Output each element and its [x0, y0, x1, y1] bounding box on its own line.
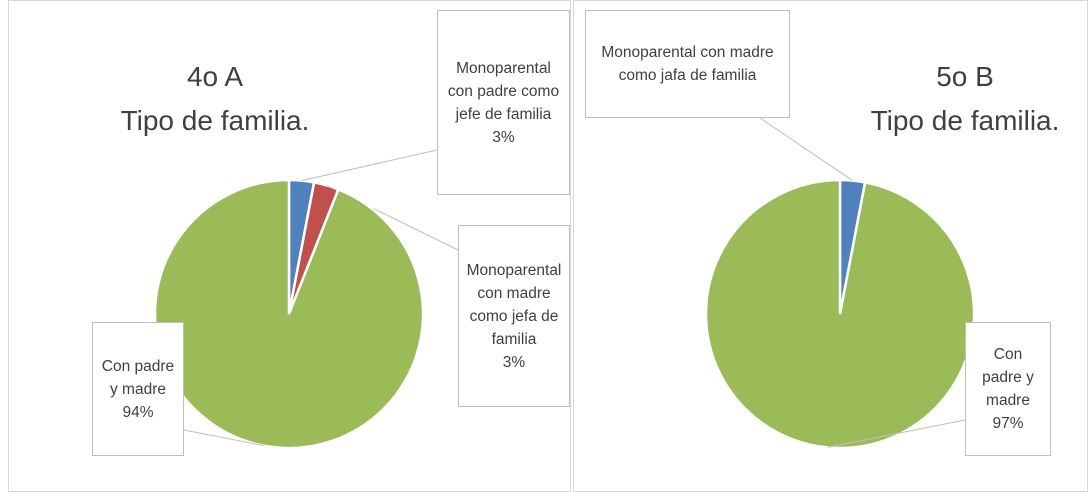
leader-line	[827, 419, 966, 448]
pie-slice	[153, 178, 425, 450]
label-value: 97%	[992, 415, 1024, 432]
label-name: Monoparental con padre como jefe de fami…	[447, 59, 560, 123]
data-label: Con padre y madre 97%	[965, 322, 1051, 456]
label-name: Monoparental con madre como jafa de fami…	[601, 44, 774, 84]
data-label: Monoparental con madre como jafa de fami…	[585, 10, 790, 118]
leader-line	[301, 149, 438, 182]
data-label: Monoparental con padre como jefe de fami…	[437, 10, 570, 195]
data-label: Monoparental con madre como jefa de fami…	[458, 225, 570, 407]
data-label: Con padre y madre 94%	[92, 322, 184, 456]
chart-title: 5o B Tipo de familia.	[870, 61, 1060, 136]
label-name: Monoparental con madre como jefa de fami…	[466, 261, 562, 348]
label-value: 94%	[122, 403, 154, 421]
label-name: Con padre y madre	[101, 357, 175, 398]
leader-line	[759, 117, 853, 182]
leader-line	[183, 429, 264, 447]
label-value: 3%	[502, 353, 526, 371]
pie-slice	[704, 178, 976, 450]
chart-title: 4o A Tipo de familia.	[120, 61, 310, 136]
label-value: 3%	[492, 128, 515, 146]
label-name: Con padre y madre	[982, 346, 1034, 409]
